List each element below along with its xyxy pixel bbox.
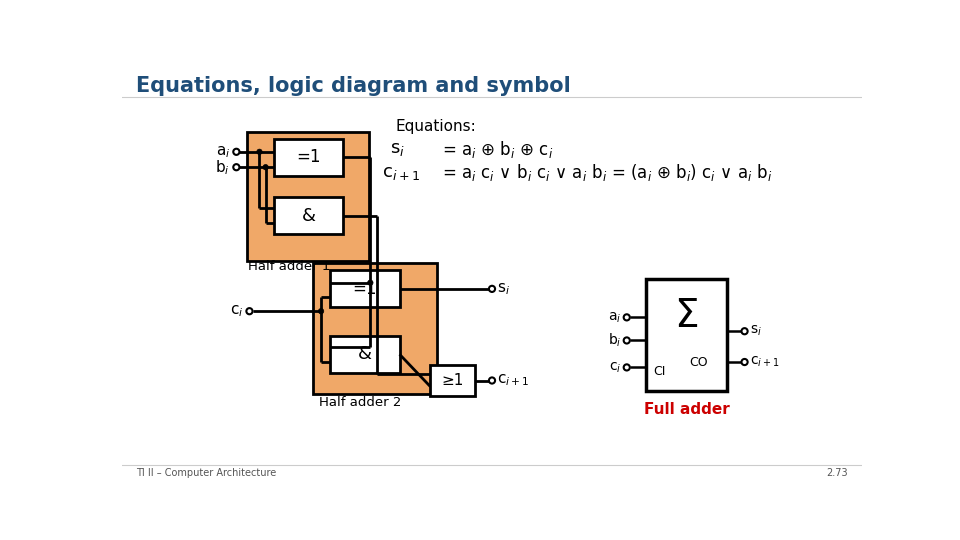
Text: &: & — [301, 207, 316, 225]
Text: s$_i$: s$_i$ — [497, 281, 511, 296]
Text: b$_i$: b$_i$ — [215, 158, 230, 177]
Circle shape — [368, 280, 373, 286]
Text: Equations:: Equations: — [396, 119, 476, 134]
Bar — [330, 336, 399, 373]
Text: =1: =1 — [352, 280, 377, 298]
Text: TI II – Computer Architecture: TI II – Computer Architecture — [136, 468, 276, 478]
Text: = a$_i$ c$_i$ $\vee$ b$_i$ c$_i$ $\vee$ a$_i$ b$_i$ = (a$_i$ $\oplus$ b$_i$) c$_: = a$_i$ c$_i$ $\vee$ b$_i$ c$_i$ $\vee$ … — [442, 162, 773, 183]
Circle shape — [489, 286, 495, 292]
Text: = a$_i$ $\oplus$ b$_i$ $\oplus$ c$_i$: = a$_i$ $\oplus$ b$_i$ $\oplus$ c$_i$ — [442, 139, 553, 160]
Bar — [275, 197, 344, 234]
Bar — [247, 132, 369, 261]
Text: c$_{i+1}$: c$_{i+1}$ — [497, 373, 530, 388]
Text: CO: CO — [689, 355, 708, 368]
Circle shape — [233, 164, 239, 170]
Circle shape — [624, 314, 630, 320]
Text: =1: =1 — [297, 148, 321, 166]
Text: &: & — [358, 345, 372, 363]
Circle shape — [319, 308, 324, 314]
Bar — [313, 264, 437, 394]
Bar — [330, 271, 399, 307]
Text: $\Sigma$: $\Sigma$ — [674, 297, 699, 335]
Text: 2.73: 2.73 — [827, 468, 848, 478]
Circle shape — [263, 165, 268, 170]
Circle shape — [741, 328, 748, 334]
Bar — [275, 139, 344, 176]
Circle shape — [741, 359, 748, 365]
Text: c$_i$: c$_i$ — [609, 360, 621, 375]
Circle shape — [247, 308, 252, 314]
Text: s$_i$: s$_i$ — [391, 140, 405, 159]
Text: c$_i$: c$_i$ — [229, 303, 243, 319]
Circle shape — [489, 377, 495, 383]
Text: Equations, logic diagram and symbol: Equations, logic diagram and symbol — [136, 76, 571, 96]
Bar — [430, 365, 475, 396]
Text: a$_i$: a$_i$ — [216, 144, 230, 160]
Text: CI: CI — [654, 364, 666, 378]
Text: b$_i$: b$_i$ — [608, 332, 621, 349]
Text: Full adder: Full adder — [643, 402, 730, 417]
Text: c$_{i+1}$: c$_{i+1}$ — [750, 355, 780, 369]
Text: a$_i$: a$_i$ — [608, 310, 621, 325]
Text: c$_{i+1}$: c$_{i+1}$ — [382, 164, 420, 181]
Bar — [646, 279, 727, 390]
Circle shape — [624, 338, 630, 343]
Circle shape — [256, 149, 262, 154]
Text: Half adder 2: Half adder 2 — [319, 396, 401, 409]
Circle shape — [624, 364, 630, 370]
Text: ≥1: ≥1 — [442, 373, 464, 388]
Text: s$_i$: s$_i$ — [750, 324, 762, 339]
Circle shape — [233, 148, 239, 155]
Text: Half adder 1: Half adder 1 — [248, 260, 330, 273]
